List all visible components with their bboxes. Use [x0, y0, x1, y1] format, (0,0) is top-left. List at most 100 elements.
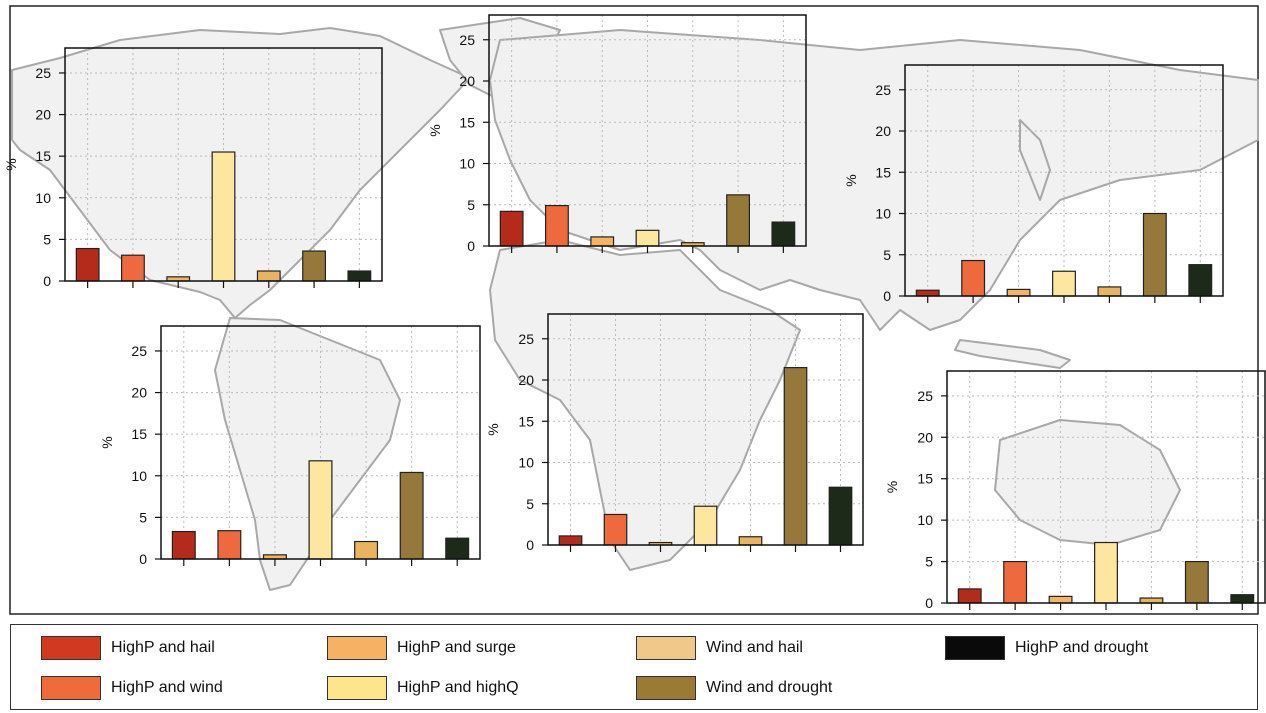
- bar-highp-and-highq: [308, 460, 333, 560]
- y-tick-label: 20: [131, 385, 147, 401]
- y-tick-label: 15: [131, 426, 147, 442]
- inset-chart-north-america: 0 5 10 15 20 25%: [3, 47, 383, 289]
- legend-item-wind-and-drought: Wind and drought: [636, 675, 832, 701]
- bar-highp-and-wind: [961, 259, 986, 297]
- legend-label: Wind and hail: [706, 639, 803, 656]
- y-tick-label: 0: [139, 551, 147, 567]
- land-indonesia: [954, 339, 1071, 369]
- y-tick-label: 5: [467, 197, 475, 213]
- legend-label: HighP and wind: [111, 679, 223, 696]
- bar-highp-and-wind: [217, 530, 242, 560]
- y-tick-label: 0: [467, 238, 475, 254]
- bar-highp-and-surge: [590, 236, 615, 247]
- bar-wind-and-hail: [256, 270, 281, 282]
- legend-swatch: [945, 636, 1005, 660]
- axes-frame: [160, 325, 481, 560]
- legend-swatch: [636, 636, 696, 660]
- legend-label: HighP and highQ: [397, 679, 519, 696]
- bar-highp-and-hail: [957, 588, 982, 604]
- y-tick-label: 0: [526, 537, 534, 553]
- legend-swatch: [327, 676, 387, 700]
- bar-wind-and-drought: [302, 250, 326, 282]
- legend-item-highp-and-wind: HighP and wind: [41, 675, 223, 701]
- y-tick-label: 10: [131, 468, 147, 484]
- y-tick-label: 5: [139, 509, 147, 525]
- land-australia: [994, 419, 1181, 546]
- inset-chart-east-asia: 0 5 10 15 20 25%: [843, 64, 1224, 304]
- bar-wind-and-hail: [1097, 286, 1122, 297]
- y-tick-label: 15: [917, 471, 933, 487]
- y-tick-label: 25: [459, 32, 475, 48]
- bar-wind-and-drought: [1142, 212, 1167, 297]
- bar-highp-and-wind: [603, 513, 628, 546]
- y-tick-label: 10: [459, 156, 475, 172]
- legend: HighP and hail HighP and surge Wind and ha…: [10, 624, 1258, 710]
- y-tick-label: 25: [131, 343, 147, 359]
- y-tick-label: 5: [925, 554, 933, 570]
- y-tick-label: 5: [526, 496, 534, 512]
- bar-highp-and-wind: [545, 204, 569, 247]
- bar-highp-and-highq: [1094, 541, 1118, 604]
- legend-label: HighP and surge: [397, 639, 516, 656]
- legend-item-highp-and-drought: HighP and drought: [945, 635, 1148, 661]
- y-axis-label: %: [3, 158, 19, 170]
- y-tick-label: 5: [43, 231, 51, 247]
- y-tick-label: 20: [917, 429, 933, 445]
- legend-swatch: [41, 636, 101, 660]
- bar-highp-and-highq: [635, 229, 660, 247]
- bar-highp-and-drought: [347, 270, 372, 282]
- inset-chart-europe: 0 5 10 15 20 25%: [427, 14, 807, 254]
- axes-frame: [547, 313, 864, 546]
- bar-highp-and-wind: [121, 254, 145, 282]
- land-japan: [1019, 119, 1051, 201]
- legend-swatch: [41, 676, 101, 700]
- y-tick-label: 15: [459, 114, 475, 130]
- y-tick-label: 25: [875, 82, 891, 98]
- bar-highp-and-drought: [1188, 264, 1213, 297]
- axes-frame: [904, 64, 1224, 297]
- y-tick-label: 15: [875, 164, 891, 180]
- y-axis-label: %: [884, 481, 900, 493]
- legend-item-wind-and-hail: Wind and hail: [636, 635, 803, 661]
- axes-frame: [64, 47, 383, 282]
- land-eurasia: [489, 29, 1259, 331]
- y-tick-label: 15: [518, 413, 534, 429]
- y-tick-label: 20: [35, 107, 51, 123]
- bar-highp-and-hail: [915, 289, 940, 297]
- legend-label: HighP and hail: [111, 639, 215, 656]
- bar-highp-and-highq: [211, 151, 236, 282]
- bar-highp-and-hail: [558, 535, 583, 546]
- y-tick-label: 25: [518, 331, 534, 347]
- legend-label: Wind and drought: [706, 679, 833, 696]
- bar-wind-and-hail: [738, 536, 763, 546]
- y-axis-label: %: [427, 124, 443, 136]
- y-tick-label: 5: [883, 247, 891, 263]
- y-tick-label: 0: [925, 595, 933, 611]
- bar-highp-and-wind: [1003, 560, 1028, 604]
- bar-highp-and-hail: [171, 530, 196, 560]
- inset-chart-south-america: 0 5 10 15 20 25%: [99, 325, 481, 567]
- y-tick-label: 15: [35, 148, 51, 164]
- bar-highp-and-surge: [1006, 288, 1031, 297]
- bar-highp-and-drought: [771, 221, 796, 247]
- bar-highp-and-surge: [1048, 595, 1073, 604]
- y-tick-label: 0: [883, 288, 891, 304]
- legend-swatch: [636, 676, 696, 700]
- bar-wind-and-drought: [783, 367, 808, 546]
- bar-highp-and-drought: [828, 486, 853, 546]
- inset-chart-africa: 0 5 10 15 20 25%: [485, 313, 864, 553]
- legend-item-highp-and-highq: HighP and highQ: [327, 675, 519, 701]
- bar-highp-and-highq: [693, 505, 718, 546]
- legend-item-highp-and-surge: HighP and surge: [327, 635, 516, 661]
- bar-highp-and-highq: [1052, 270, 1076, 297]
- bar-wind-and-hail: [354, 540, 379, 560]
- y-tick-label: 20: [518, 372, 534, 388]
- legend-label: HighP and drought: [1015, 639, 1149, 656]
- land-north-america: [11, 27, 471, 319]
- y-tick-label: 10: [518, 455, 534, 471]
- y-tick-label: 10: [875, 206, 891, 222]
- bar-highp-and-drought: [445, 537, 470, 560]
- y-tick-label: 10: [917, 512, 933, 528]
- bar-highp-and-hail: [499, 210, 524, 247]
